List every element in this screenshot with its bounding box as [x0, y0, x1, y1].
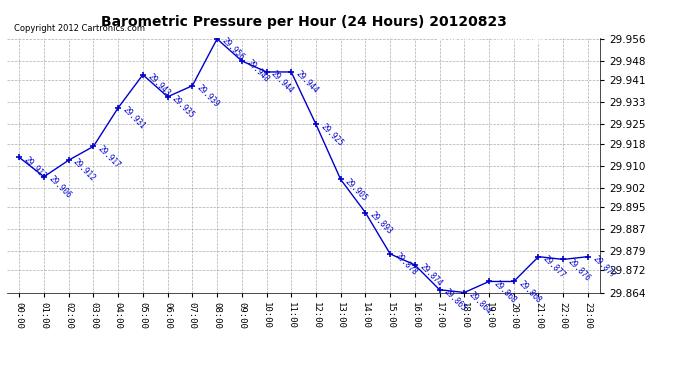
- Title: Barometric Pressure per Hour (24 Hours) 20120823: Barometric Pressure per Hour (24 Hours) …: [101, 15, 506, 28]
- Text: 29.868: 29.868: [517, 279, 542, 304]
- Text: 29.893: 29.893: [368, 210, 394, 236]
- Text: 29.943: 29.943: [146, 72, 172, 98]
- Text: 29.948: 29.948: [244, 58, 270, 84]
- Text: 29.944: 29.944: [269, 69, 295, 95]
- Text: 29.906: 29.906: [47, 174, 72, 200]
- Text: 29.877: 29.877: [541, 254, 567, 280]
- Text: 29.905: 29.905: [344, 177, 369, 203]
- Text: 29.925: 29.925: [319, 122, 345, 147]
- Text: 29.956: 29.956: [220, 36, 246, 62]
- Text: 29.878: 29.878: [393, 251, 419, 277]
- Text: 29.868: 29.868: [492, 279, 518, 304]
- Text: 29.931: 29.931: [121, 105, 147, 131]
- Text: 29.944: 29.944: [294, 69, 320, 95]
- Text: 29.865: 29.865: [442, 287, 469, 313]
- Text: 29.874: 29.874: [417, 262, 444, 288]
- Text: 29.917: 29.917: [96, 144, 122, 170]
- Text: 29.935: 29.935: [170, 94, 197, 120]
- Text: 29.912: 29.912: [72, 158, 97, 183]
- Text: 29.864: 29.864: [467, 290, 493, 316]
- Text: 29.877: 29.877: [591, 254, 617, 280]
- Text: 29.876: 29.876: [566, 256, 592, 283]
- Text: 29.939: 29.939: [195, 83, 221, 109]
- Text: Copyright 2012 Cartronics.com: Copyright 2012 Cartronics.com: [14, 24, 145, 33]
- Text: 29.913: 29.913: [22, 154, 48, 181]
